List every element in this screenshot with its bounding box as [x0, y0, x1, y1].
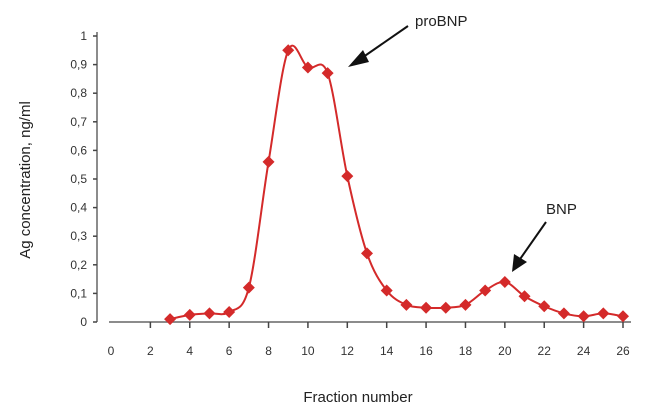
annotations: proBNP BNP [348, 13, 577, 272]
x-tick-label: 26 [616, 344, 630, 358]
arrow-bnp [517, 221, 547, 263]
y-tick-label: 0,9 [70, 58, 87, 72]
data-point [223, 305, 236, 318]
data-point [459, 298, 472, 311]
x-tick-label: 10 [301, 344, 315, 358]
x-tick-label: 16 [419, 344, 433, 358]
arrow-head-probnp [348, 50, 369, 67]
x-tick-label: 22 [538, 344, 552, 358]
data-point [577, 310, 590, 323]
y-axis-label: Ag concentration, ng/ml [17, 101, 34, 259]
y-tick-label: 0 [80, 315, 87, 329]
data-point [420, 301, 433, 314]
data-point [183, 308, 196, 321]
data-point [164, 313, 177, 326]
data-point [203, 307, 216, 320]
annotation-bnp: BNP [546, 201, 577, 218]
data-point [498, 275, 511, 288]
series-path [169, 44, 624, 321]
y-tick-label: 0,6 [70, 143, 87, 157]
data-point [597, 307, 610, 320]
y-tick-label: 0,8 [70, 86, 87, 100]
x-tick-label: 20 [498, 344, 512, 358]
data-point [262, 155, 275, 168]
data-point [518, 290, 531, 303]
data-point [380, 284, 393, 297]
x-tick-label: 14 [380, 344, 394, 358]
x-tick-label: 2 [147, 344, 154, 358]
y-tick-label: 1 [80, 29, 87, 43]
data-point [400, 298, 413, 311]
x-axis-label: Fraction number [303, 389, 412, 406]
x-tick-label: 0 [108, 344, 115, 358]
data-point [361, 247, 373, 260]
data-points [164, 44, 629, 326]
data-point [439, 301, 452, 314]
y-tick-label: 0,2 [70, 258, 87, 272]
data-point [538, 300, 551, 313]
data-point [321, 67, 334, 80]
x-tick-label: 4 [186, 344, 193, 358]
x-tick-label: 18 [459, 344, 473, 358]
data-point [557, 307, 570, 320]
x-tick-label: 24 [577, 344, 591, 358]
x-tick-label: 6 [226, 344, 233, 358]
series-line [169, 44, 624, 321]
data-point [341, 170, 354, 183]
x-tick-label: 12 [341, 344, 355, 358]
y-tick-label: 0,4 [70, 201, 87, 215]
y-tick-label: 0,3 [70, 229, 87, 243]
y-tick-label: 0,5 [70, 172, 87, 186]
data-point [301, 61, 314, 74]
y-tick-label: 0,1 [70, 286, 87, 300]
data-point [617, 310, 629, 323]
x-tick-label: 8 [265, 344, 272, 358]
data-point [282, 44, 295, 57]
arrow-head-bnp [512, 254, 527, 272]
axes: 0 2 4 6 8 10 12 14 16 18 20 22 24 2600,10,20,30,40,50… [70, 29, 631, 358]
data-point [242, 281, 255, 294]
y-tick-label: 0,7 [70, 115, 87, 129]
annotation-probnp: proBNP [415, 13, 468, 30]
data-point [479, 284, 492, 297]
